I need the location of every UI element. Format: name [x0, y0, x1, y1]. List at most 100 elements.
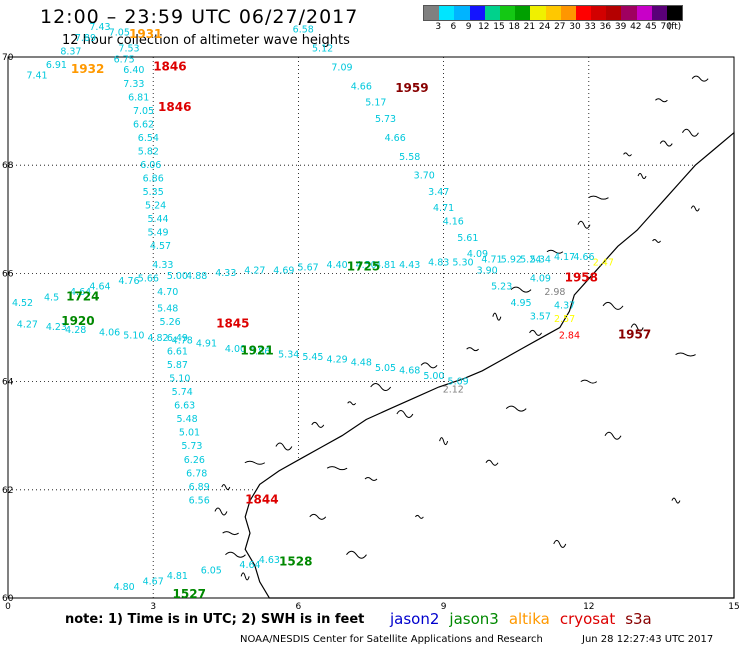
legend-swatch — [439, 6, 455, 20]
island-outline — [240, 572, 250, 581]
wave-height-value: 6.78 — [186, 468, 207, 479]
pass-time-label: 1846 — [158, 100, 191, 114]
wave-height-value: 4.09 — [467, 249, 488, 260]
island-outline — [630, 323, 644, 332]
island-outline — [485, 459, 499, 466]
wave-height-value: 5.10 — [123, 330, 144, 341]
x-axis-tick-label: 12 — [583, 602, 594, 612]
island-outline — [577, 220, 591, 229]
wave-height-value: 4.48 — [351, 357, 372, 368]
island-outline — [655, 98, 668, 103]
legend-swatch — [621, 6, 637, 20]
satellite-legend-jason3: jason3 — [449, 610, 499, 628]
island-outline — [309, 513, 327, 520]
pass-time-label: 1959 — [395, 81, 428, 95]
wave-height-value: 6.61 — [167, 347, 188, 358]
pass-time-label: 1921 — [240, 344, 273, 358]
wave-height-value: 3.70 — [414, 171, 435, 182]
wave-height-value: 6.62 — [133, 119, 154, 130]
pass-time-label: 1527 — [173, 587, 206, 601]
wave-height-value: 6.49 — [167, 333, 188, 344]
island-outline — [492, 312, 502, 321]
island-outline — [347, 401, 357, 406]
y-axis-tick-label: 60 — [2, 594, 14, 604]
wave-height-value: 2.98 — [544, 287, 565, 298]
legend-tick-label: 15 — [493, 22, 505, 32]
island-outline — [652, 238, 661, 243]
legend-tick-label: 9 — [465, 22, 472, 32]
legend-swatch — [651, 6, 667, 20]
legend-tick-label: 27 — [554, 22, 566, 32]
wave-height-value: 4.69 — [273, 265, 294, 276]
wave-height-value: 4.76 — [118, 276, 139, 287]
wave-height-value: 5.58 — [399, 152, 420, 163]
legend-swatch — [424, 6, 440, 20]
wave-height-value: 5.86 — [249, 347, 270, 358]
island-outline — [439, 437, 449, 446]
wave-height-value: 7.09 — [331, 63, 352, 74]
wave-height-value: 4.80 — [114, 582, 135, 593]
wave-height-value: 4.00 — [225, 344, 246, 355]
island-outline — [602, 301, 624, 310]
wave-height-value: 2.47 — [593, 257, 614, 268]
wave-height-value: 4.78 — [172, 336, 193, 347]
y-axis-tick-label: 64 — [2, 378, 14, 388]
island-outline — [326, 466, 348, 471]
island-outline — [675, 352, 696, 357]
legend-tick-label: 42 — [630, 22, 642, 32]
wave-height-value: 4.43 — [399, 260, 420, 271]
x-axis-tick-label: 15 — [728, 602, 739, 612]
wave-height-value: 7.53 — [118, 44, 139, 55]
wave-height-value: 5.26 — [160, 317, 181, 328]
wave-height-value: 4.5 — [44, 292, 59, 303]
wave-height-value: 5.35 — [143, 187, 164, 198]
wave-height-value: 5.05 — [375, 363, 396, 374]
island-outline — [396, 410, 414, 419]
wave-height-value: 4.27 — [244, 265, 265, 276]
wave-height-value: 6.40 — [123, 65, 144, 76]
wave-height-value: 5.24 — [520, 255, 541, 266]
x-axis-tick-label: 9 — [441, 602, 447, 612]
wave-height-value: 4.28 — [65, 325, 86, 336]
wave-height-value: 5.34 — [530, 255, 551, 266]
wave-height-value: 6.06 — [140, 160, 161, 171]
pass-time-label: 1957 — [618, 327, 651, 341]
wave-height-value: 4.66 — [385, 133, 406, 144]
island-outline — [346, 550, 367, 559]
legend-swatch — [484, 6, 500, 20]
pass-time-label: 1846 — [153, 60, 186, 74]
wave-height-value: 7.43 — [89, 22, 110, 33]
island-outline — [659, 140, 673, 147]
legend-tick-label: 36 — [599, 22, 612, 32]
wave-height-value: 5.49 — [147, 228, 168, 239]
wave-height-value: 6.89 — [189, 482, 210, 493]
wave-height-value: 5.92 — [501, 255, 522, 266]
wave-height-value: 6.58 — [293, 25, 314, 36]
legend-swatches — [423, 5, 684, 21]
wave-height-value: 4.57 — [150, 241, 171, 252]
wave-height-value: 5.73 — [181, 441, 202, 452]
island-outline — [370, 383, 392, 392]
legend-swatch — [499, 6, 516, 20]
wave-height-value: 4.50 — [356, 260, 377, 271]
wave-height-value: 4.81 — [167, 571, 188, 582]
wave-height-value: 5.73 — [375, 114, 396, 125]
wave-height-value: 6.86 — [143, 173, 164, 184]
wave-height-value: 3.47 — [428, 187, 449, 198]
island-outline — [244, 460, 266, 465]
island-outline — [637, 173, 647, 179]
legend-tick-label: 6 — [450, 22, 457, 32]
wave-height-value: 2.84 — [559, 330, 580, 341]
island-outline — [604, 431, 622, 440]
wave-height-value: 5.67 — [298, 263, 319, 274]
wave-height-value: 4.33 — [215, 268, 236, 279]
legend-tick-label: 39 — [614, 22, 627, 32]
legend-swatch — [606, 6, 622, 20]
wave-height-value: 4.66 — [351, 81, 372, 92]
legend-swatch — [591, 6, 607, 20]
legend-swatch — [530, 6, 546, 20]
island-outline — [414, 514, 424, 519]
legend-swatch — [469, 6, 485, 20]
island-outline — [510, 286, 532, 293]
wave-height-value: 5.82 — [138, 146, 159, 157]
